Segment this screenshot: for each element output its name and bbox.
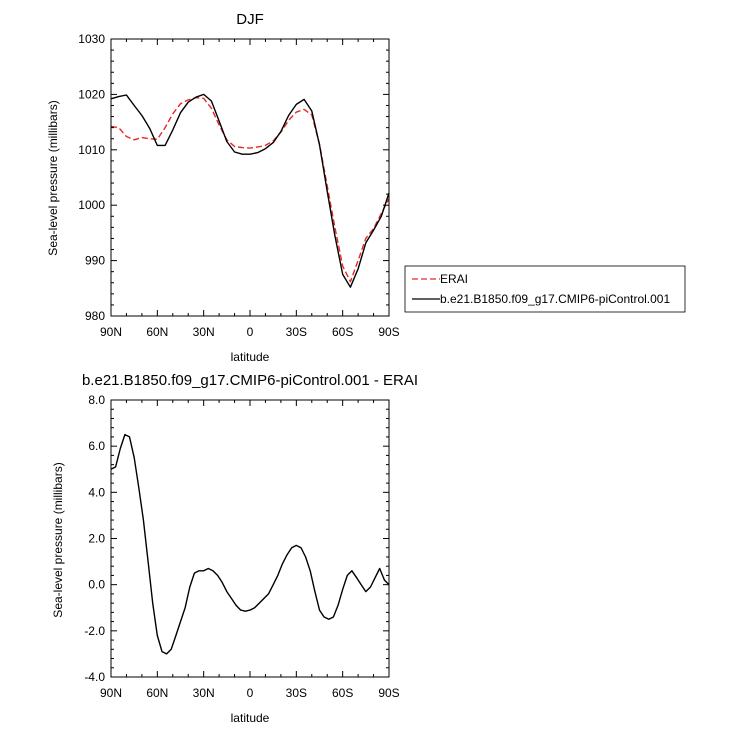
bottom-chart-ytick-label: -4.0	[84, 670, 105, 684]
bottom-chart-panel: b.e21.B1850.f09_g17.CMIP6-piControl.001 …	[51, 372, 418, 725]
bottom-chart-ytick-label: 8.0	[88, 393, 105, 407]
bottom-chart-plot-frame	[110, 399, 390, 678]
top-chart-ytick-label: 990	[85, 254, 105, 268]
bottom-chart-title: b.e21.B1850.f09_g17.CMIP6-piControl.001 …	[82, 372, 418, 389]
top-chart-xtick-label: 90N	[100, 325, 122, 339]
top-chart-xtick-label: 60S	[332, 325, 353, 339]
legend-label-model: b.e21.B1850.f09_g17.CMIP6-piControl.001	[440, 292, 670, 306]
top-chart-ytick-label: 1010	[78, 143, 105, 157]
top-chart-xtick-label: 30N	[193, 325, 215, 339]
legend-frame	[404, 265, 686, 313]
bottom-chart-marks	[110, 433, 390, 655]
top-chart-xtick-label: 90S	[378, 325, 399, 339]
bottom-chart-ytick-label: 4.0	[88, 485, 105, 499]
bottom-chart-x-axis: 90N 60N 30N 0 30S 60S 90S	[100, 400, 400, 700]
top-chart-panel: DJF Sea-level pressure (millibars) latit…	[46, 11, 686, 364]
top-chart-ytick-label: 1030	[78, 32, 105, 46]
top-chart-xtick-label: 60N	[146, 325, 168, 339]
top-chart-x-axis: 90N 60N 30N 0 30S 60S 90S	[100, 39, 400, 339]
top-chart-ytick-label: 1020	[78, 87, 105, 101]
top-chart-title: DJF	[236, 11, 264, 28]
top-chart-y-axis: 980 990 1000 1010 1020 1030	[78, 32, 389, 323]
bottom-chart-ytick-label: 6.0	[88, 439, 105, 453]
bottom-chart-series-line-0	[110, 433, 390, 655]
bottom-chart-xtick-label: 90S	[378, 686, 399, 700]
top-chart-xtick-label: 0	[247, 325, 254, 339]
top-chart-xlabel: latitude	[231, 350, 270, 364]
bottom-chart-xlabel: latitude	[231, 711, 270, 725]
bottom-chart-y-axis: -4.0 -2.0 0.0 2.0 4.0 6.0 8.0	[84, 393, 389, 684]
top-chart-xtick-label: 30S	[286, 325, 307, 339]
bottom-chart-xtick-label: 90N	[100, 686, 122, 700]
top-chart-marks	[110, 93, 390, 288]
legend-label-erai: ERAI	[440, 272, 468, 286]
bottom-chart-xtick-label: 30S	[286, 686, 307, 700]
top-chart-ytick-label: 980	[85, 309, 105, 323]
top-chart-ytick-label: 1000	[78, 198, 105, 212]
bottom-chart-ylabel: Sea-level pressure (millibars)	[51, 462, 65, 617]
top-chart-legend: ERAI b.e21.B1850.f09_g17.CMIP6-piControl…	[404, 265, 686, 313]
top-chart-ylabel: Sea-level pressure (millibars)	[46, 100, 60, 255]
bottom-chart-xtick-label: 60N	[146, 686, 168, 700]
bottom-chart-xtick-label: 30N	[193, 686, 215, 700]
bottom-chart-xtick-label: 0	[247, 686, 254, 700]
top-chart-series-line-1	[110, 93, 390, 288]
bottom-chart-ytick-label: 2.0	[88, 532, 105, 546]
bottom-chart-ytick-label: -2.0	[84, 624, 105, 638]
bottom-chart-ytick-label: 0.0	[88, 578, 105, 592]
bottom-chart-xtick-label: 60S	[332, 686, 353, 700]
top-chart-series-line-0	[110, 96, 390, 283]
